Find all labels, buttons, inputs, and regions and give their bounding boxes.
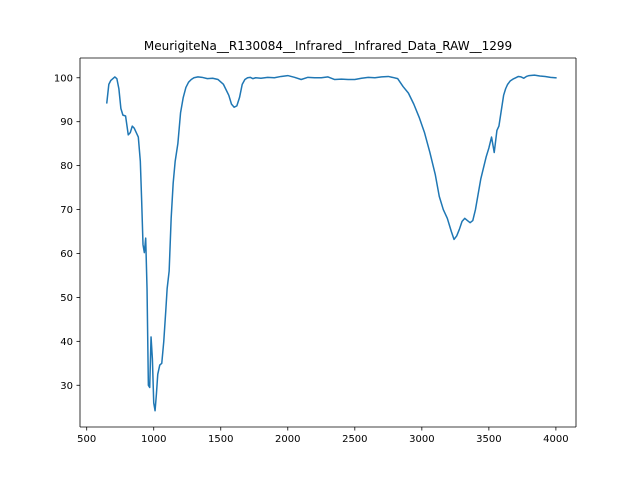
y-tick-label-80: 80 <box>60 161 73 172</box>
y-tick-label-60: 60 <box>60 249 73 260</box>
y-tick-label-90: 90 <box>60 117 73 128</box>
y-tick-label-40: 40 <box>60 337 73 348</box>
x-tick-label-4000: 4000 <box>543 434 568 445</box>
chart-title: MeurigiteNa__R130084__Infrared__Infrared… <box>144 39 512 53</box>
x-tick-label-1500: 1500 <box>208 434 233 445</box>
y-tick-label-100: 100 <box>54 73 73 84</box>
y-tick-label-30: 30 <box>60 381 73 392</box>
x-tick-label-2000: 2000 <box>275 434 300 445</box>
x-tick-label-3000: 3000 <box>409 434 434 445</box>
x-tick-label-3500: 3500 <box>476 434 501 445</box>
y-tick-label-70: 70 <box>60 205 73 216</box>
y-tick-label-50: 50 <box>60 293 73 304</box>
x-tick-label-500: 500 <box>77 434 96 445</box>
plot-area: 500 1000 1500 2000 2500 3000 3500 4000 30 40 50 60 7… <box>54 57 577 445</box>
x-tick-label-1000: 1000 <box>141 434 166 445</box>
x-tick-label-2500: 2500 <box>342 434 367 445</box>
series-line-0 <box>105 74 557 412</box>
